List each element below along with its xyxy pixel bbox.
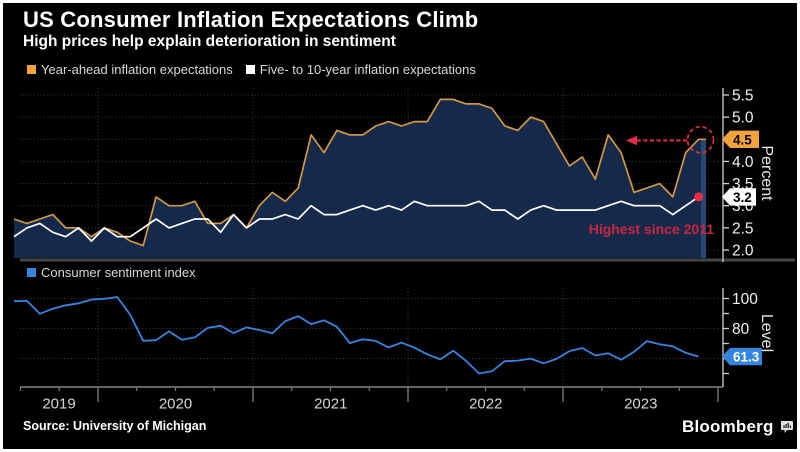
chart-subtitle: High prices help explain deterioration i…: [23, 33, 396, 50]
svg-text:2020: 2020: [159, 396, 192, 413]
svg-text:2019: 2019: [42, 396, 75, 413]
legend-item-sentiment: Consumer sentiment index: [27, 265, 196, 280]
bottom-y-axis-title: Level: [758, 313, 775, 353]
legend-top: Year-ahead inflation expectations Five- …: [27, 62, 476, 77]
svg-text:5.0: 5.0: [732, 110, 754, 127]
bloomberg-wordmark: Bloomberg: [682, 417, 774, 436]
source-credit: Source: University of Michigan: [23, 419, 207, 433]
top-y-axis-title: Percent: [758, 145, 775, 201]
legend-label-year-ahead: Year-ahead inflation expectations: [41, 62, 233, 77]
legend-bottom: Consumer sentiment index: [27, 265, 196, 280]
year-ahead-swatch-icon: [27, 65, 36, 74]
page-title: US Consumer Inflation Expectations Climb: [23, 7, 479, 32]
svg-text:2021: 2021: [314, 396, 347, 413]
svg-text:4.5: 4.5: [733, 132, 752, 147]
svg-text:100: 100: [732, 291, 758, 308]
svg-text:61.3: 61.3: [733, 350, 760, 365]
svg-text:2.5: 2.5: [732, 220, 754, 237]
svg-text:3.2: 3.2: [733, 190, 752, 205]
bloomberg-logo: Bloomberg: [682, 417, 794, 437]
sentiment-swatch-icon: [27, 268, 36, 277]
svg-text:2.0: 2.0: [732, 243, 754, 260]
svg-text:80: 80: [732, 321, 750, 338]
legend-label-five-ten-year: Five- to 10-year inflation expectations: [259, 62, 476, 77]
legend-item-five-ten-year: Five- to 10-year inflation expectations: [245, 62, 476, 77]
bloomberg-bubble-icon: [780, 421, 793, 433]
legend-label-sentiment: Consumer sentiment index: [41, 265, 196, 280]
svg-text:2022: 2022: [469, 396, 502, 413]
five-ten-year-swatch-icon: [245, 65, 255, 74]
svg-text:5.5: 5.5: [732, 88, 754, 105]
highest-since-annotation: Highest since 2011: [588, 221, 714, 237]
legend-item-year-ahead: Year-ahead inflation expectations: [27, 62, 233, 77]
svg-text:2023: 2023: [624, 396, 657, 413]
svg-text:4.0: 4.0: [732, 154, 754, 171]
